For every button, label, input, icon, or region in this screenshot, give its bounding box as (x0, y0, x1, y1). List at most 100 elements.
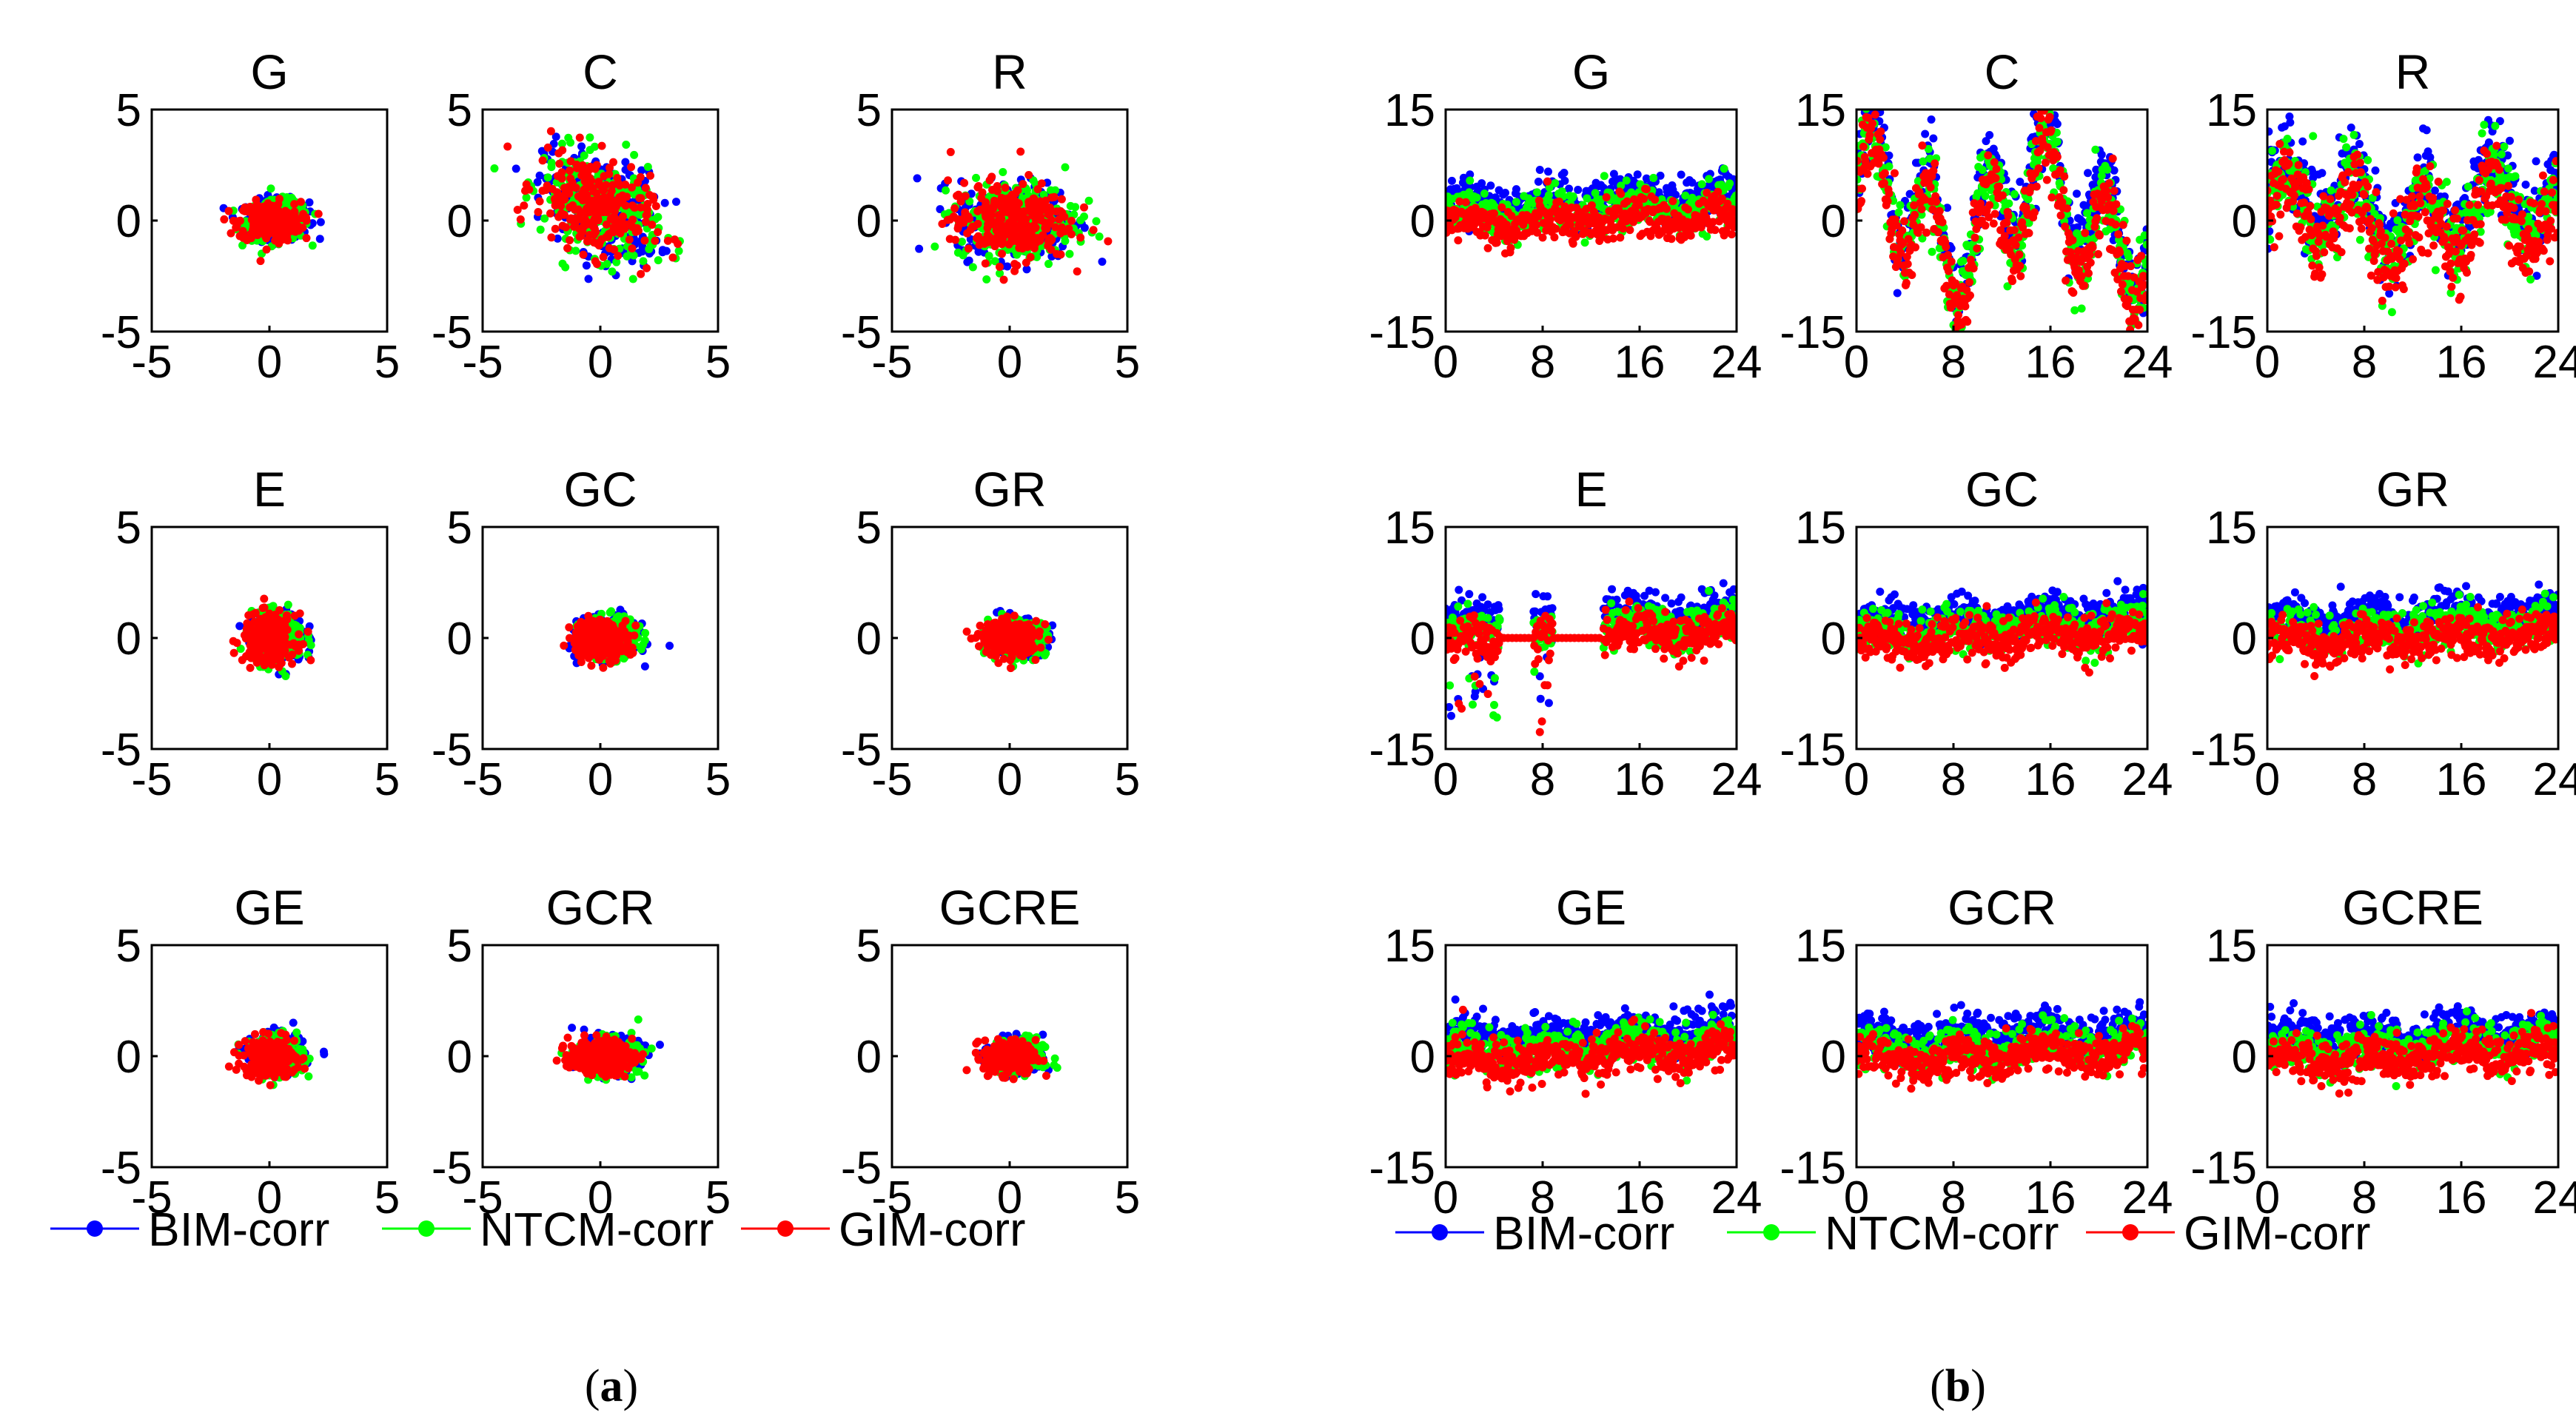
x-tick-label: 24 (2533, 337, 2576, 388)
y-tick-label: 5 (116, 85, 141, 136)
subplot-a-gr: -5 0 5 -5 0 5 GR (841, 462, 1140, 805)
y-tick-label: 5 (856, 503, 882, 554)
y-tick-label: -5 (841, 1143, 882, 1194)
series-gim-corr (552, 1031, 647, 1081)
x-tick-label: -5 (462, 1172, 503, 1223)
legend-item-gim-corr: GIM-corr (2086, 1206, 2370, 1260)
subplot-title: GE (1556, 880, 1626, 935)
x-tick-label: 0 (257, 1172, 282, 1223)
y-tick-label: -15 (2190, 307, 2257, 358)
x-tick-label: 8 (1941, 337, 1966, 388)
legend-marker (1432, 1224, 1448, 1240)
x-tick-label: 16 (2025, 754, 2076, 805)
x-tick-label: 0 (588, 337, 613, 388)
x-tick-label: 8 (1941, 754, 1966, 805)
x-tick-label: -5 (131, 1172, 172, 1223)
x-tick-label: 0 (2255, 1172, 2280, 1223)
y-tick-label: 0 (116, 614, 141, 665)
y-tick-label: 0 (1410, 196, 1435, 247)
legend-a: BIM-corr NTCM-corr GIM-corr (50, 1203, 1025, 1256)
y-tick-label: 0 (447, 614, 472, 665)
x-tick-label: -5 (871, 754, 912, 805)
legend-b: BIM-corr NTCM-corr GIM-corr (1395, 1206, 2370, 1260)
series-gim-corr (2267, 1009, 2558, 1098)
series-gim-corr (962, 1035, 1050, 1084)
x-tick-label: 0 (997, 1172, 1022, 1223)
subplot-title: GCRE (2342, 880, 2483, 935)
y-tick-label: 15 (1384, 503, 1435, 554)
subplot-title: GC (1965, 462, 2039, 517)
y-tick-label: -5 (432, 725, 472, 776)
y-tick-label: -5 (432, 307, 472, 358)
x-tick-label: 24 (2122, 754, 2173, 805)
y-tick-label: -15 (1369, 1143, 1435, 1194)
subplot-a-gcre: -5 0 5 -5 0 5 GCRE (841, 880, 1140, 1223)
x-tick-label: 16 (1614, 754, 1666, 805)
y-tick-label: 0 (1821, 196, 1846, 247)
y-tick-label: 5 (116, 921, 141, 972)
y-tick-label: 5 (856, 921, 882, 972)
subplot-title: R (2395, 44, 2431, 99)
y-tick-label: 0 (447, 196, 472, 247)
subplot-title: C (583, 44, 618, 99)
legend-label: GIM-corr (2184, 1206, 2370, 1260)
x-tick-label: 16 (2025, 337, 2076, 388)
x-tick-label: 8 (1941, 1172, 1966, 1223)
x-tick-label: 8 (1530, 754, 1555, 805)
subplot-a-gc: -5 0 5 -5 0 5 GC (432, 462, 731, 805)
y-tick-label: -15 (1780, 307, 1846, 358)
y-tick-label: 0 (856, 196, 882, 247)
legend-item-gim-corr: GIM-corr (741, 1203, 1025, 1256)
series-gim-corr (1446, 597, 1737, 736)
subplot-title: G (1572, 44, 1610, 99)
x-tick-label: 16 (1614, 1172, 1666, 1223)
subplot-a-r: -5 0 5 -5 0 5 R (841, 44, 1140, 388)
legend-item-bim-corr: BIM-corr (1395, 1206, 1674, 1260)
x-tick-label: 8 (1530, 1172, 1555, 1223)
y-tick-label: 0 (1821, 614, 1846, 665)
y-tick-label: 0 (2232, 196, 2257, 247)
series-gim-corr (224, 1028, 309, 1089)
x-tick-label: 0 (1433, 1172, 1458, 1223)
x-tick-label: 5 (705, 754, 731, 805)
legend-marker (2122, 1224, 2139, 1240)
x-tick-label: 16 (2436, 1172, 2487, 1223)
y-tick-label: 15 (2206, 921, 2257, 972)
x-tick-label: 0 (1433, 754, 1458, 805)
y-tick-label: 15 (1795, 503, 1846, 554)
legend-marker (87, 1220, 103, 1237)
subplot-title: C (1985, 44, 2020, 99)
series-gim-corr (1856, 598, 2147, 677)
subplot-title: GCRE (939, 880, 1081, 935)
x-tick-label: -5 (131, 337, 172, 388)
y-tick-label: -5 (101, 1143, 141, 1194)
y-tick-label: 5 (856, 85, 882, 136)
subplot-a-g: -5 0 5 -5 0 5 G (101, 44, 400, 388)
x-tick-label: 0 (588, 1172, 613, 1223)
x-tick-label: 16 (1614, 337, 1666, 388)
subplot-title: GR (2376, 462, 2449, 517)
series-gim-corr (962, 611, 1053, 673)
x-tick-label: 24 (2122, 337, 2173, 388)
x-tick-label: 0 (997, 337, 1022, 388)
y-tick-label: 15 (1384, 921, 1435, 972)
x-tick-label: 0 (1844, 754, 1869, 805)
x-tick-label: 24 (1711, 754, 1762, 805)
y-tick-label: 5 (447, 503, 472, 554)
y-tick-label: -5 (841, 725, 882, 776)
y-tick-label: 0 (856, 1032, 882, 1083)
y-tick-label: 0 (1410, 1032, 1435, 1083)
y-tick-label: 15 (2206, 503, 2257, 554)
x-tick-label: 24 (2122, 1172, 2173, 1223)
x-tick-label: 0 (1433, 337, 1458, 388)
subplot-title: GR (973, 462, 1047, 517)
subplot-title: R (992, 44, 1027, 99)
x-tick-label: 0 (997, 754, 1022, 805)
x-tick-label: 24 (1711, 1172, 1762, 1223)
